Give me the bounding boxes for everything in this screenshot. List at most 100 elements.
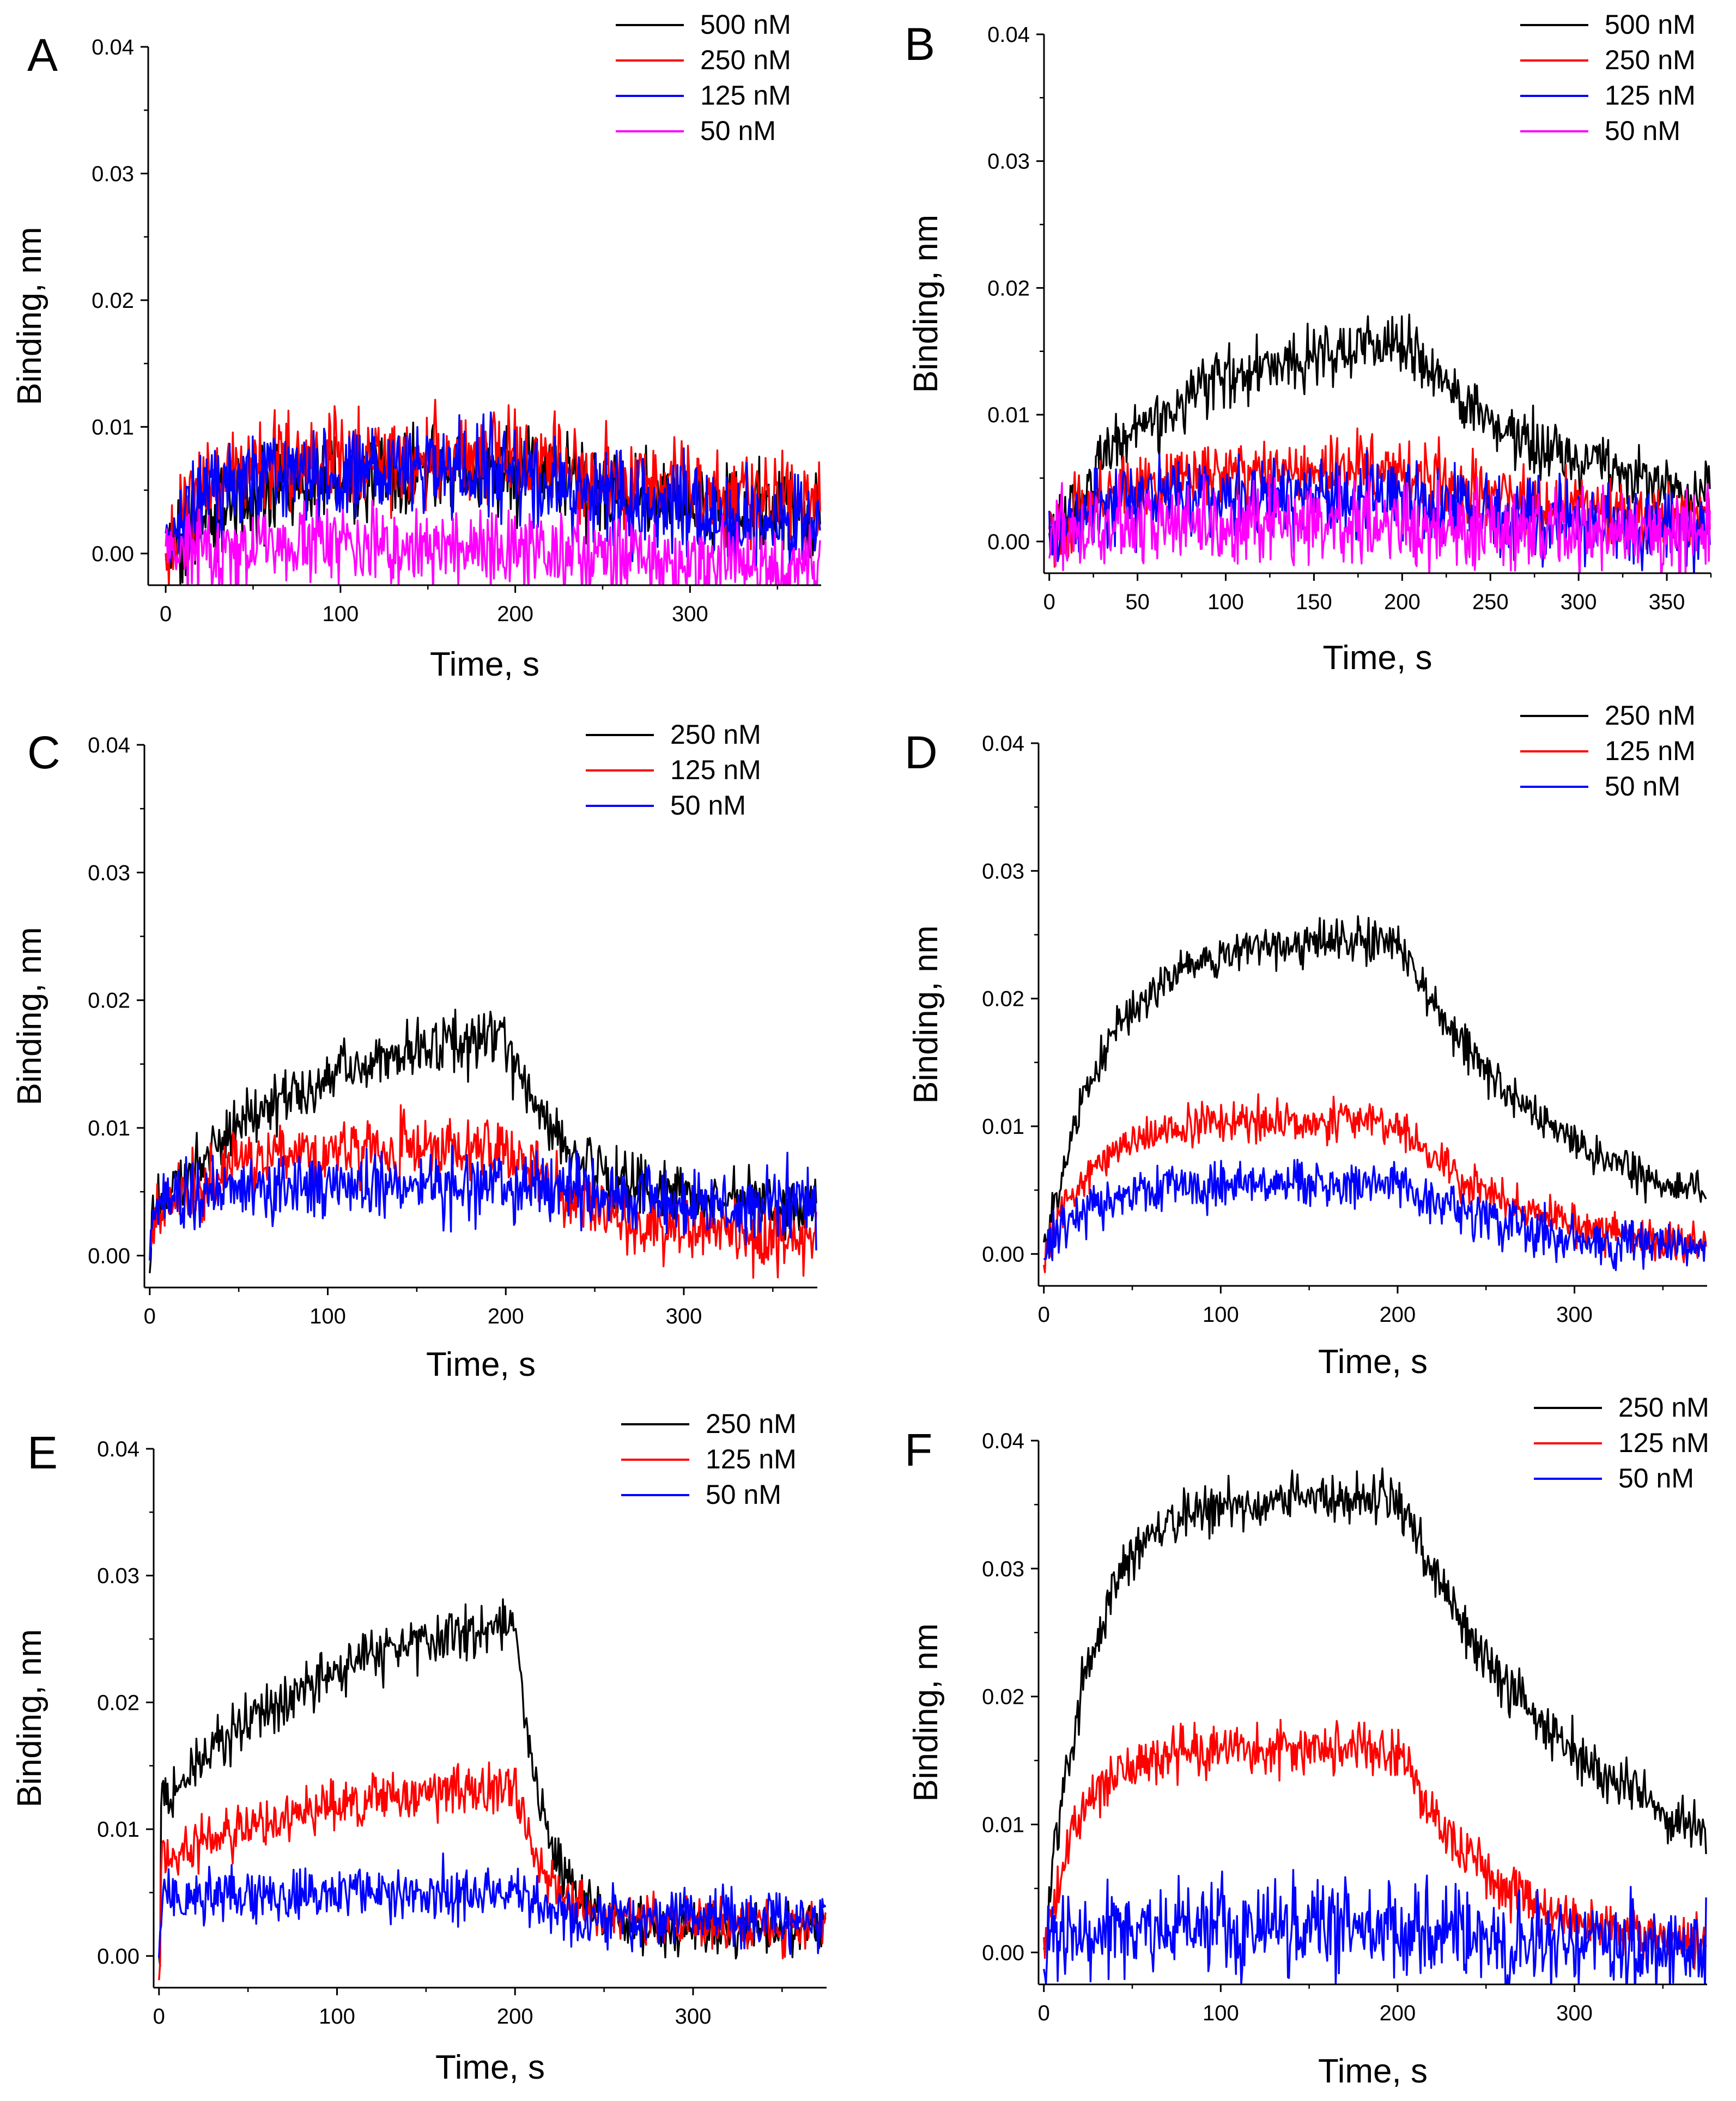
y-tick-label-d: 0.03 bbox=[982, 859, 1024, 883]
series-line-e-1 bbox=[158, 1598, 827, 1968]
x-tick-label-e: 200 bbox=[497, 2005, 533, 2029]
legend-label-b: 250 nM bbox=[1605, 45, 1696, 75]
y-tick-label-c: 0.00 bbox=[88, 1244, 130, 1268]
y-axis-title-f: Binding, nm bbox=[907, 1623, 945, 1801]
series-line-a-3 bbox=[165, 411, 821, 567]
panel-letter-d: D bbox=[905, 727, 938, 778]
x-axis-title-a: Time, s bbox=[430, 646, 539, 683]
series-line-f-3 bbox=[1043, 1869, 1707, 1984]
y-tick-label-c: 0.04 bbox=[88, 733, 130, 757]
y-tick-label-d: 0.00 bbox=[982, 1242, 1024, 1266]
x-tick-label-d: 300 bbox=[1556, 1303, 1593, 1327]
panel-b: B 0.00 0.01 0.02 0.03 0.04 0 50 100 150 200 250 300 3… bbox=[905, 9, 1712, 677]
legend-label-c: 50 nM bbox=[670, 790, 746, 821]
x-tick-label-e: 0 bbox=[153, 2005, 165, 2029]
y-tick-label-e: 0.04 bbox=[97, 1437, 139, 1461]
legend-label-a: 50 nM bbox=[700, 116, 776, 146]
x-tick-label-b: 50 bbox=[1125, 590, 1150, 614]
x-tick-label-c: 100 bbox=[309, 1304, 346, 1328]
x-tick-label-b: 0 bbox=[1043, 590, 1055, 614]
y-tick-label-b: 0.02 bbox=[987, 276, 1030, 300]
panel-letter-f: F bbox=[905, 1424, 932, 1475]
y-tick-label-c: 0.03 bbox=[88, 861, 130, 885]
panel-a: A 0.00 0.01 0.02 0.03 0.04 0 100 200 300 Time, s Bi… bbox=[11, 9, 821, 683]
series-line-e-2 bbox=[158, 1761, 827, 1981]
series-line-d-1 bbox=[1043, 915, 1707, 1244]
x-tick-label-d: 200 bbox=[1380, 1303, 1416, 1327]
x-tick-label-a: 0 bbox=[160, 602, 172, 626]
panel-c: C 0.00 0.01 0.02 0.03 0.04 0 100 200 300 Time, s Bi… bbox=[11, 719, 817, 1383]
legend-label-f: 125 nM bbox=[1618, 1428, 1709, 1458]
y-tick-label-e: 0.00 bbox=[97, 1945, 139, 1969]
legend-label-f: 50 nM bbox=[1618, 1463, 1694, 1493]
y-tick-label-a: 0.02 bbox=[92, 289, 134, 313]
legend-label-e: 50 nM bbox=[706, 1479, 781, 1510]
series-line-f-2 bbox=[1043, 1719, 1707, 1970]
y-tick-label-b: 0.01 bbox=[987, 403, 1030, 427]
y-tick-label-f: 0.02 bbox=[982, 1685, 1024, 1709]
y-axis-title-d: Binding, nm bbox=[907, 925, 945, 1103]
series-line-a-4 bbox=[165, 499, 821, 585]
panel-letter-c: C bbox=[27, 727, 60, 778]
legend-label-c: 250 nM bbox=[670, 719, 761, 750]
panel-f: F 0.00 0.01 0.02 0.03 0.04 0 100 200 300 Time, s Bi… bbox=[905, 1392, 1709, 2090]
series-line-c-2 bbox=[149, 1104, 817, 1279]
y-tick-label-f: 0.03 bbox=[982, 1557, 1024, 1581]
series-line-a-2 bbox=[165, 399, 821, 585]
x-tick-label-b: 250 bbox=[1472, 590, 1509, 614]
legend-label-b: 50 nM bbox=[1605, 116, 1680, 146]
panel-d: D 0.00 0.01 0.02 0.03 0.04 0 100 200 300 Time, s Bi… bbox=[905, 700, 1707, 1381]
y-tick-label-c: 0.01 bbox=[88, 1116, 130, 1140]
series-line-e-3 bbox=[158, 1852, 827, 1958]
y-axis-title-b: Binding, nm bbox=[907, 215, 945, 393]
y-tick-label-a: 0.01 bbox=[92, 415, 134, 439]
x-tick-label-c: 0 bbox=[144, 1304, 156, 1328]
y-tick-label-f: 0.04 bbox=[982, 1429, 1024, 1453]
x-tick-label-f: 300 bbox=[1556, 2001, 1593, 2025]
y-tick-label-e: 0.02 bbox=[97, 1691, 139, 1715]
legend-label-a: 250 nM bbox=[700, 45, 791, 75]
panel-letter-a: A bbox=[27, 29, 58, 81]
x-axis-title-e: Time, s bbox=[435, 2049, 545, 2086]
y-tick-label-d: 0.04 bbox=[982, 732, 1024, 756]
y-tick-label-b: 0.03 bbox=[987, 150, 1030, 174]
legend-label-e: 250 nM bbox=[706, 1408, 797, 1439]
series-line-b-4 bbox=[1048, 473, 1711, 573]
x-tick-label-a: 200 bbox=[497, 602, 533, 626]
x-axis-title-f: Time, s bbox=[1318, 2053, 1428, 2090]
series-line-c-3 bbox=[149, 1144, 817, 1261]
y-tick-label-a: 0.00 bbox=[92, 542, 134, 566]
x-tick-label-b: 100 bbox=[1207, 590, 1244, 614]
series-line-d-2 bbox=[1043, 1093, 1707, 1273]
y-tick-label-e: 0.03 bbox=[97, 1564, 139, 1588]
x-tick-label-d: 0 bbox=[1038, 1303, 1050, 1327]
y-tick-label-e: 0.01 bbox=[97, 1818, 139, 1842]
legend-label-a: 125 nM bbox=[700, 80, 791, 111]
x-tick-label-f: 200 bbox=[1380, 2001, 1416, 2025]
panel-e: E 0.00 0.01 0.02 0.03 0.04 0 100 200 300 Time, s Bi… bbox=[11, 1408, 827, 2086]
legend-label-f: 250 nM bbox=[1618, 1392, 1709, 1423]
y-axis-title-c: Binding, nm bbox=[11, 927, 48, 1105]
y-tick-label-f: 0.00 bbox=[982, 1941, 1024, 1965]
x-tick-label-f: 100 bbox=[1203, 2001, 1239, 2025]
x-axis-title-b: Time, s bbox=[1323, 639, 1432, 677]
x-tick-label-e: 300 bbox=[675, 2005, 712, 2029]
y-tick-label-d: 0.02 bbox=[982, 987, 1024, 1011]
legend-label-a: 500 nM bbox=[700, 9, 791, 40]
series-line-d-3 bbox=[1043, 1158, 1707, 1271]
series-line-f-1 bbox=[1043, 1467, 1707, 1950]
x-tick-label-c: 200 bbox=[488, 1304, 524, 1328]
legend-label-e: 125 nM bbox=[706, 1444, 797, 1474]
y-tick-label-b: 0.04 bbox=[987, 23, 1030, 47]
y-axis-title-e: Binding, nm bbox=[11, 1629, 48, 1807]
legend-label-d: 50 nM bbox=[1605, 771, 1680, 801]
y-tick-label-a: 0.03 bbox=[92, 162, 134, 186]
x-tick-label-b: 200 bbox=[1384, 590, 1421, 614]
y-tick-label-b: 0.00 bbox=[987, 530, 1030, 554]
x-tick-label-d: 100 bbox=[1203, 1303, 1239, 1327]
y-axis-title-a: Binding, nm bbox=[11, 227, 48, 405]
x-tick-label-b: 350 bbox=[1649, 590, 1685, 614]
panel-letter-e: E bbox=[27, 1427, 58, 1478]
x-tick-label-e: 100 bbox=[319, 2005, 355, 2029]
